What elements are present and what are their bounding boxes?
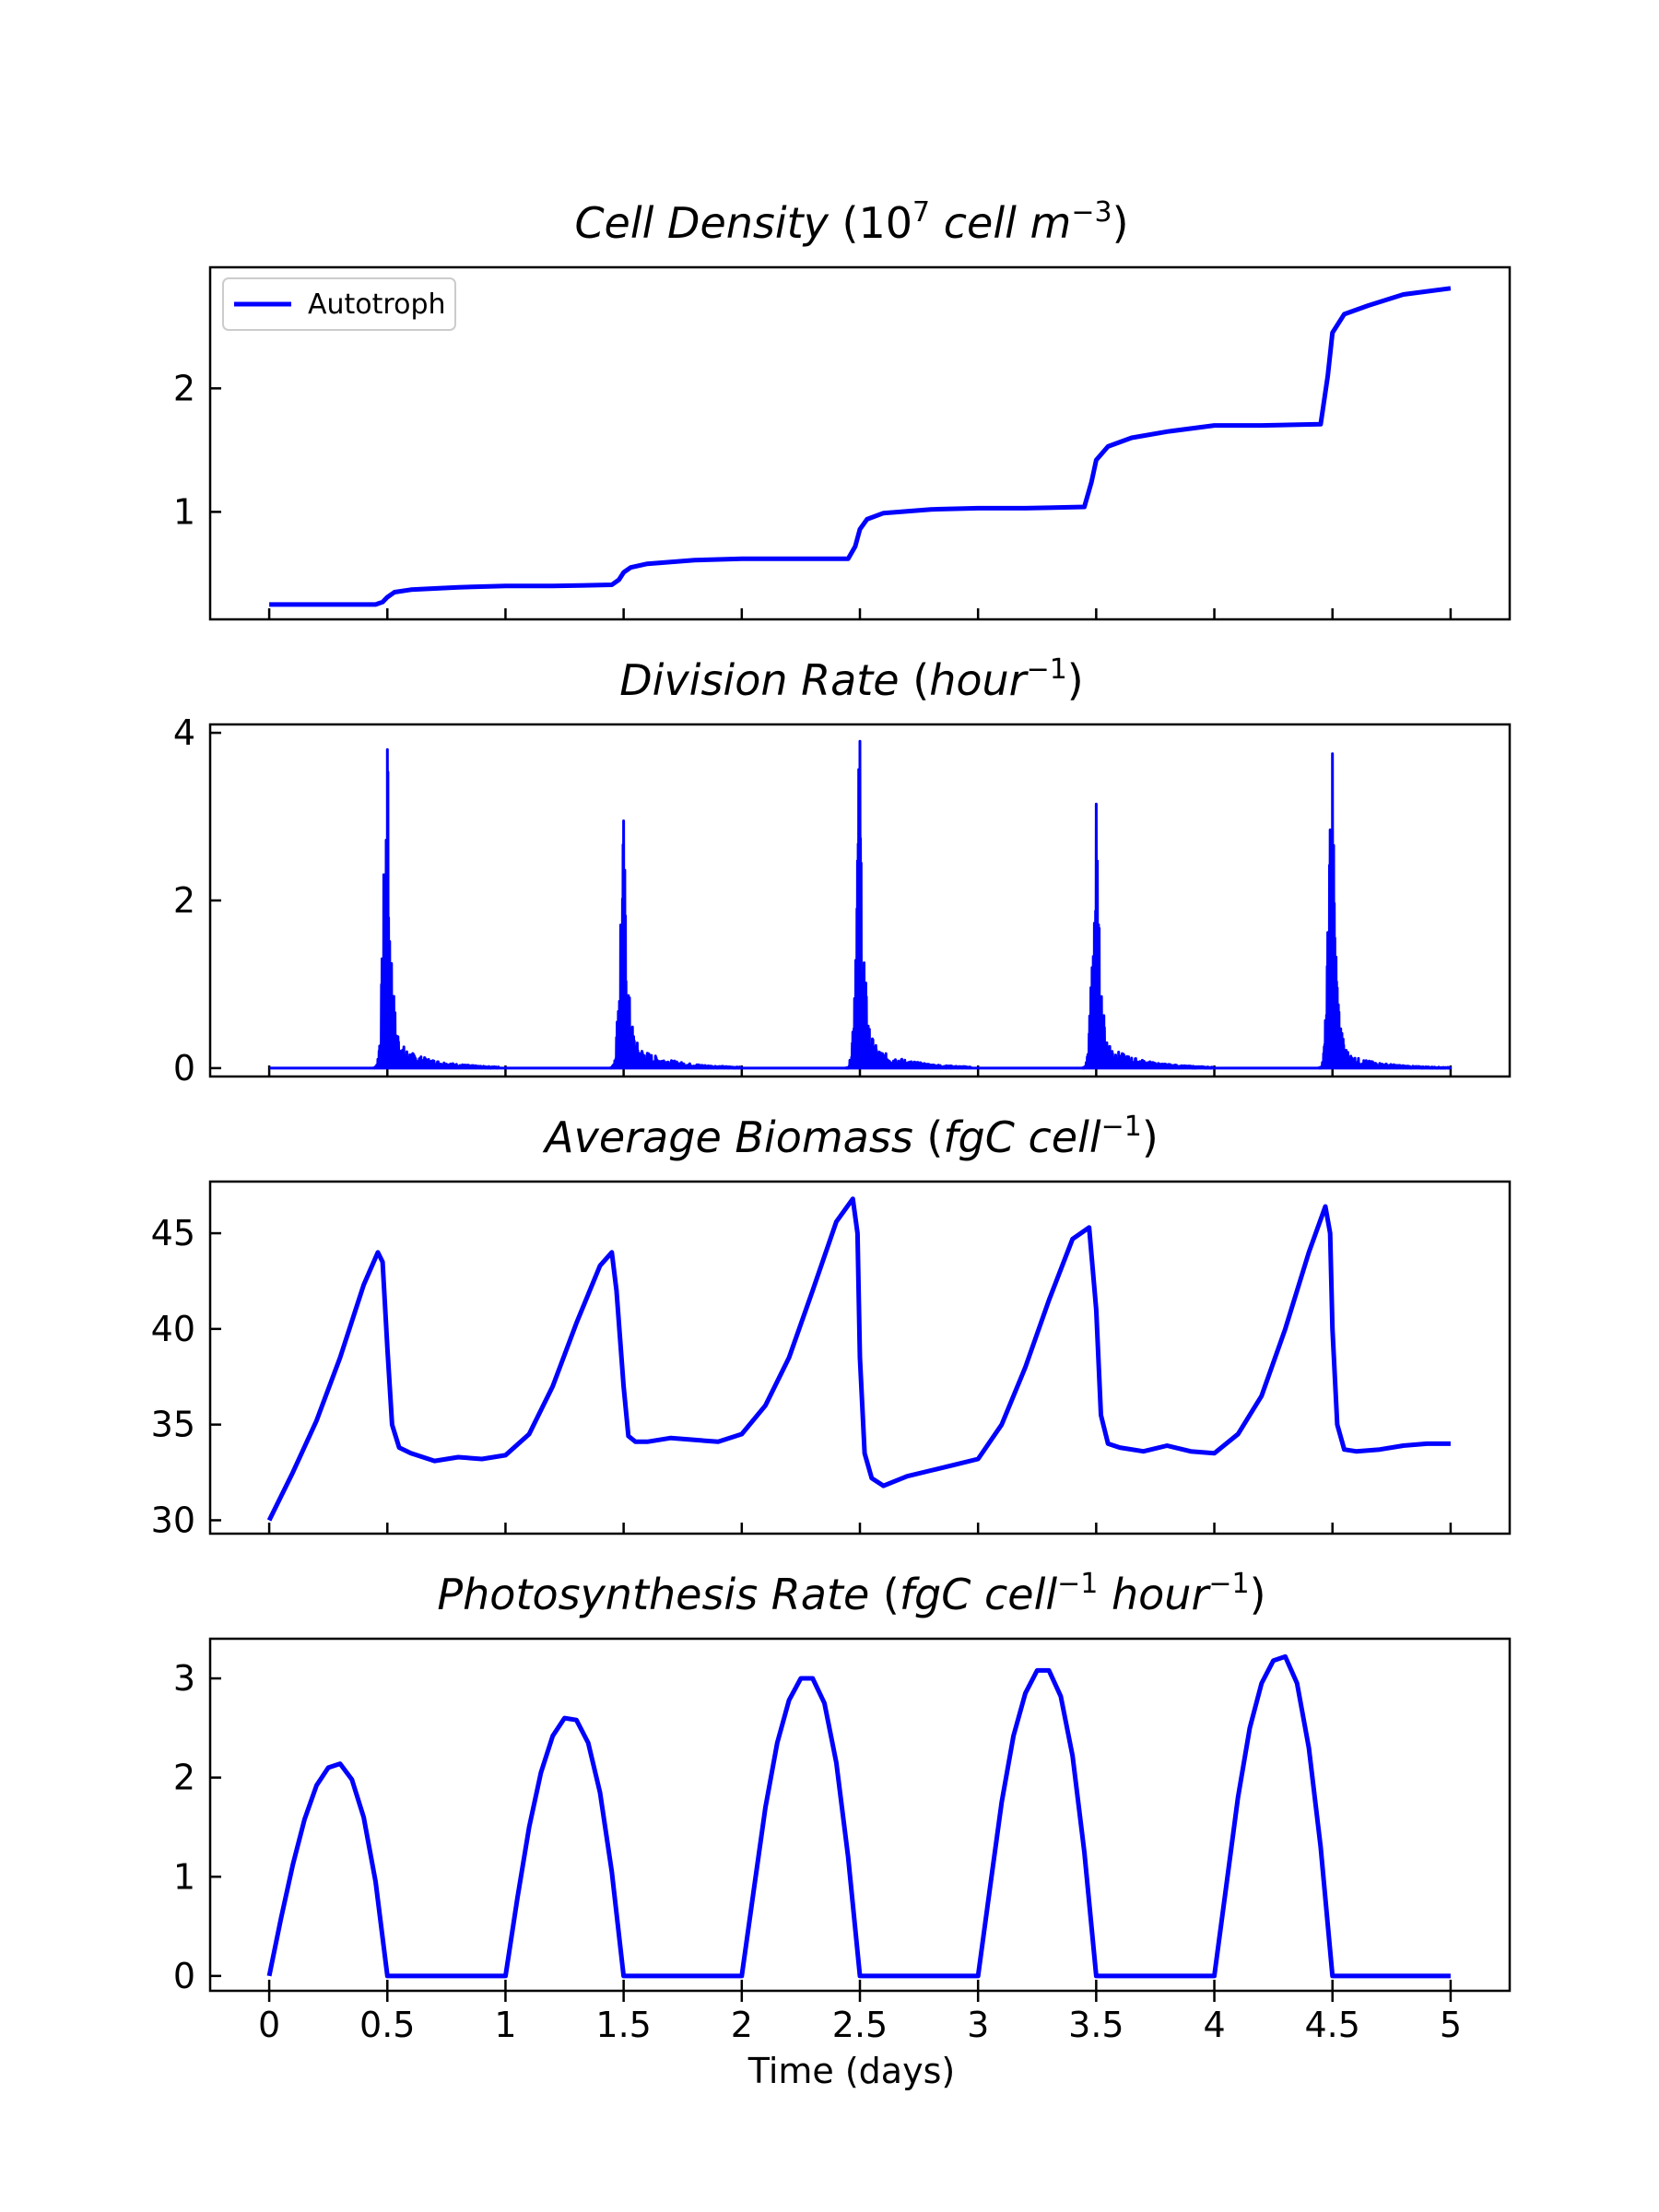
x-tick-label: 0 bbox=[258, 2005, 280, 2045]
x-tick-label: 1.5 bbox=[595, 2005, 651, 2045]
division-rate-y-tick-label: 4 bbox=[173, 712, 195, 753]
cell-density-line bbox=[269, 286, 1452, 607]
x-tick-label: 5 bbox=[1440, 2005, 1462, 2045]
average-biomass-line bbox=[266, 1196, 1451, 1522]
photosynthesis-rate-y-ticks: 0 1 2 3 bbox=[173, 1658, 221, 1996]
legend-label: Autotroph bbox=[308, 288, 446, 321]
division-rate-line bbox=[269, 739, 1453, 1070]
x-tick-label: 2.5 bbox=[832, 2005, 888, 2045]
average-biomass-y-ticks: 30 35 40 45 bbox=[151, 1213, 221, 1540]
average-biomass-axes bbox=[208, 1180, 1512, 1535]
cell-density-title: Cell Density (107 cell m−3) bbox=[574, 196, 1128, 248]
cell-density-axes bbox=[208, 265, 1512, 621]
photosynthesis-rate-y-tick-label: 0 bbox=[173, 1956, 195, 1996]
photosynthesis-rate-y-tick-label: 1 bbox=[173, 1856, 195, 1897]
cell-density-y-tick-label: 2 bbox=[173, 368, 195, 408]
division-rate-panel: Division Rate (hour−1) 0 2 4 bbox=[173, 653, 1512, 1088]
average-biomass-y-tick-label: 40 bbox=[151, 1309, 195, 1349]
average-biomass-panel: Average Biomass (fgC cell−1) 30 35 40 45 bbox=[151, 1111, 1512, 1540]
photosynthesis-rate-y-tick-label: 2 bbox=[173, 1758, 195, 1798]
cell-density-y-tick-label: 1 bbox=[173, 491, 195, 532]
x-tick-label: 3.5 bbox=[1068, 2005, 1124, 2045]
legend: Autotroph bbox=[222, 277, 456, 331]
x-tick-labels: 0 0.5 1 1.5 2 2.5 3 3.5 4 4.5 5 bbox=[258, 1991, 1462, 2045]
photosynthesis-rate-title: Photosynthesis Rate (fgC cell−1 hour−1) bbox=[437, 1568, 1265, 1619]
x-tick-label: 1 bbox=[494, 2005, 516, 2045]
division-rate-y-ticks: 0 2 4 bbox=[173, 712, 221, 1088]
x-tick-label: 0.5 bbox=[359, 2005, 415, 2045]
average-biomass-title: Average Biomass (fgC cell−1) bbox=[542, 1111, 1159, 1162]
x-axis-label: Time (days) bbox=[747, 2051, 955, 2091]
x-tick-label: 3 bbox=[967, 2005, 989, 2045]
cell-density-x-ticks bbox=[267, 608, 1453, 619]
x-tick-label: 2 bbox=[731, 2005, 753, 2045]
photosynthesis-rate-y-tick-label: 3 bbox=[173, 1658, 195, 1699]
legend-box bbox=[222, 277, 456, 331]
average-biomass-x-ticks bbox=[267, 1523, 1453, 1534]
x-tick-label: 4 bbox=[1203, 2005, 1225, 2045]
division-rate-y-tick-label: 0 bbox=[173, 1048, 195, 1088]
photosynthesis-rate-x-ticks bbox=[267, 1980, 1453, 1991]
cell-density-y-ticks: 12 bbox=[173, 368, 221, 532]
average-biomass-y-tick-label: 30 bbox=[151, 1500, 195, 1540]
average-biomass-y-tick-label: 35 bbox=[151, 1405, 195, 1445]
average-biomass-y-tick-label: 45 bbox=[151, 1213, 195, 1253]
division-rate-title: Division Rate (hour−1) bbox=[619, 653, 1084, 705]
x-tick-label: 4.5 bbox=[1305, 2005, 1360, 2045]
division-rate-axes bbox=[208, 723, 1512, 1078]
division-rate-y-tick-label: 2 bbox=[173, 880, 195, 921]
photosynthesis-rate-panel: Photosynthesis Rate (fgC cell−1 hour−1) … bbox=[173, 1568, 1512, 2045]
cell-density-panel: Cell Density (107 cell m−3) 12 Autotroph bbox=[173, 196, 1512, 621]
photosynthesis-rate-line bbox=[266, 1653, 1451, 1979]
